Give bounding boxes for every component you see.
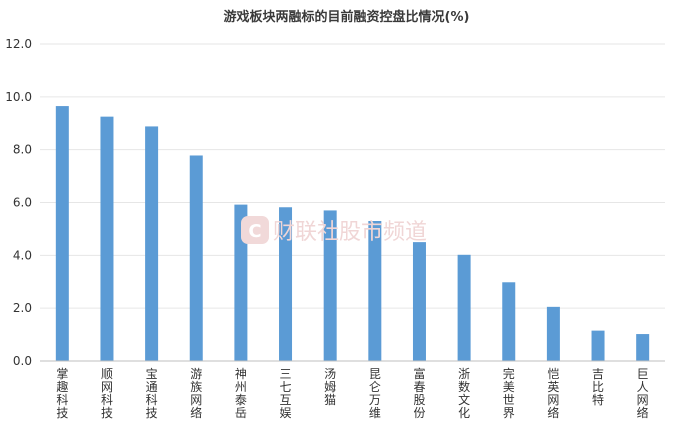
x-category-label: 完美世界 [503,366,515,420]
bar [145,126,159,361]
x-category-label: 掌趣科技 [56,367,68,420]
bar [412,242,426,361]
bar [457,254,471,361]
x-category-label: 神州泰岳 [235,367,247,420]
bar [368,220,382,361]
x-category-label: 浙数文化 [458,367,470,420]
bar [323,210,337,361]
y-tick-label: 0.0 [13,354,32,368]
y-tick-label: 8.0 [13,143,32,157]
x-category-label: 宝通科技 [146,367,158,420]
x-category-label: 顺网科技 [101,367,113,420]
x-category-label: 富春股份 [413,366,425,420]
y-tick-label: 2.0 [13,301,32,315]
bar [189,155,203,361]
y-tick-label: 4.0 [13,248,32,262]
y-tick-label: 10.0 [5,90,32,104]
grid-lines [40,43,665,309]
x-category-label: 巨人网络 [637,367,649,420]
watermark: C 财联社股市频道 [241,216,427,245]
bar [55,106,69,362]
x-category-label: 游族网络 [190,367,202,420]
y-tick-label: 6.0 [13,196,32,210]
bar [100,116,114,361]
x-category-label: 三七互娱 [280,367,292,420]
bar [502,282,516,361]
bar [546,306,560,361]
bar [636,334,650,361]
bar [279,207,293,361]
y-tick-label: 12.0 [5,37,32,51]
x-category-label: 昆仑万维 [369,367,381,420]
chart-title: 游戏板块两融标的目前融资控盘比情况(%) [224,9,470,25]
bar [234,204,248,361]
bar [591,330,605,361]
x-category-label: 吉比特 [592,367,604,407]
y-axis-ticks: 0.0 2.0 4.0 6.0 8.0 10.0 12.0 [5,37,32,368]
x-category-label: 汤姆猫 [324,367,336,407]
watermark-text: 财联社股市频道 [273,220,427,245]
watermark-logo [241,216,269,244]
x-category-label: 恺英网络 [547,367,559,420]
x-axis-category-labels: 掌趣科技 顺网科技 宝通科技 游族网络 神州泰岳 三七互娱 汤姆猫 昆仑万维 富春股份 浙数文化 完… [56,366,648,420]
bars [55,106,650,362]
watermark-logo-letter: C [248,221,261,242]
